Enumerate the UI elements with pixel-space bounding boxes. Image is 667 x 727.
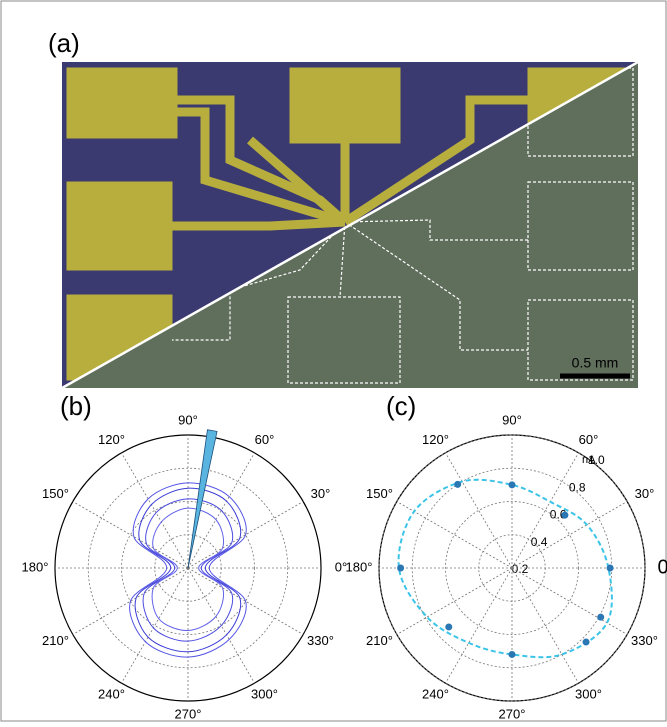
micrograph: 0.5 mm	[62, 62, 638, 388]
theta-tick-label: 120°	[98, 432, 125, 447]
theta-tick-label: 150°	[366, 486, 393, 501]
theta-tick-label: 180°	[346, 559, 373, 574]
theta-tick-label: 330°	[631, 633, 658, 648]
theta-tick-label: 0°	[657, 556, 667, 578]
theta-tick-label: 210°	[42, 633, 69, 648]
r-tick-label: 0.8	[569, 480, 586, 494]
panel-label: (a)	[48, 28, 80, 58]
theta-tick-label: 240°	[422, 687, 449, 702]
figure: 0.5 mm (a) (b) (c) 0° 30° 60° 90° 120° 150° 18…	[0, 0, 667, 722]
theta-tick-label: 300°	[251, 687, 278, 702]
data-point	[561, 512, 568, 519]
theta-tick-label: 270°	[499, 706, 526, 721]
r-tick-label: 0.4	[531, 535, 548, 549]
theta-tick-label: 120°	[422, 432, 449, 447]
panel-label: (b)	[60, 391, 92, 421]
panel-label: (c)	[386, 391, 416, 421]
r-unit: nA	[582, 454, 596, 466]
data-point	[445, 623, 452, 630]
theta-tick-label: 60°	[255, 432, 275, 447]
theta-tick-label: 90°	[502, 412, 522, 427]
data-point	[597, 614, 604, 621]
data-point	[454, 481, 461, 488]
data-point	[509, 651, 516, 658]
theta-tick-label: 30°	[635, 486, 655, 501]
theta-tick-label: 60°	[579, 432, 599, 447]
data-point	[397, 565, 404, 572]
theta-tick-label: 210°	[366, 633, 393, 648]
theta-tick-label: 330°	[307, 633, 334, 648]
theta-tick-label: 240°	[98, 687, 125, 702]
theta-tick-label: 90°	[178, 412, 198, 427]
data-point	[607, 565, 614, 572]
theta-tick-label: 180°	[22, 559, 49, 574]
theta-tick-label: 30°	[311, 486, 331, 501]
theta-tick-label: 270°	[175, 706, 202, 721]
theta-tick-label: 150°	[42, 486, 69, 501]
theta-tick-label: 300°	[575, 687, 602, 702]
data-point	[583, 639, 590, 646]
scale-bar-label: 0.5 mm	[572, 355, 619, 371]
data-point	[509, 481, 516, 488]
